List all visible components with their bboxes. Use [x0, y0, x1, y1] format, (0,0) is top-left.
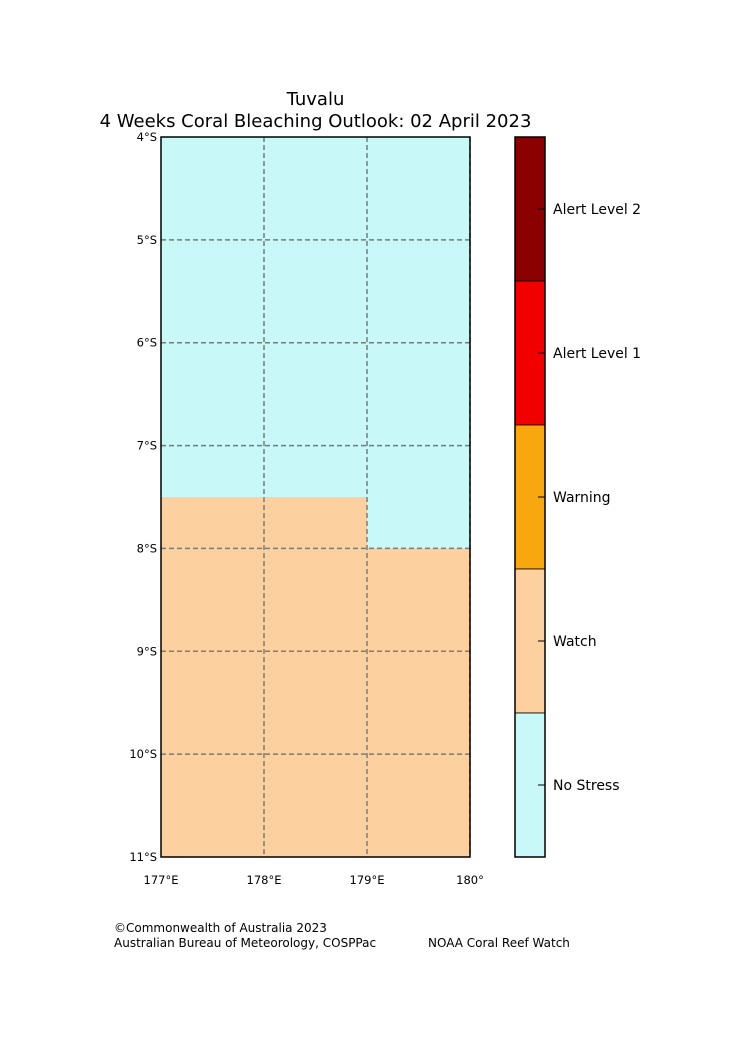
- colorbar-label: Warning: [553, 490, 611, 506]
- map-title-line2: 4 Weeks Coral Bleaching Outlook: 02 Apri…: [100, 111, 532, 132]
- lon-tick-label: 180°: [456, 873, 484, 887]
- colorbar-label: Alert Level 2: [553, 202, 641, 218]
- lat-tick-label: 7°S: [137, 439, 157, 453]
- lat-tick-label: 11°S: [129, 850, 157, 864]
- lat-tick-label: 8°S: [137, 541, 157, 555]
- lon-tick-label: 177°E: [144, 873, 179, 887]
- region-no-stress: [367, 497, 470, 549]
- alert-level-colorbar: Alert Level 2 Alert Level 1 Warning Watch No…: [514, 136, 641, 858]
- map-frame: [160, 136, 471, 858]
- latitude-labels: 4°S 5°S 6°S 7°S 8°S 9°S 10°S 11°S: [129, 130, 157, 864]
- lat-tick-label: 5°S: [137, 233, 157, 247]
- colorbar-frame: [514, 136, 546, 858]
- lat-tick-label: 10°S: [129, 747, 157, 761]
- outlook-regions: [161, 137, 470, 857]
- region-no-stress: [161, 137, 470, 497]
- lat-tick-label: 4°S: [137, 130, 157, 144]
- lon-tick-label: 179°E: [350, 873, 385, 887]
- region-watch: [161, 548, 470, 857]
- lat-tick-label: 6°S: [137, 336, 157, 350]
- colorbar-label: No Stress: [553, 778, 620, 794]
- map-title-line1: Tuvalu: [286, 89, 345, 110]
- noaa-credit-text: NOAA Coral Reef Watch: [428, 936, 570, 950]
- copyright-text: ©Commonwealth of Australia 2023: [114, 921, 327, 935]
- lon-tick-label: 178°E: [247, 873, 282, 887]
- longitude-labels: 177°E 178°E 179°E 180°: [144, 873, 484, 887]
- colorbar-label: Alert Level 1: [553, 346, 641, 362]
- lat-tick-label: 9°S: [137, 644, 157, 658]
- colorbar-label: Watch: [553, 634, 597, 650]
- bom-credit-text: Australian Bureau of Meteorology, COSPPa…: [114, 936, 376, 950]
